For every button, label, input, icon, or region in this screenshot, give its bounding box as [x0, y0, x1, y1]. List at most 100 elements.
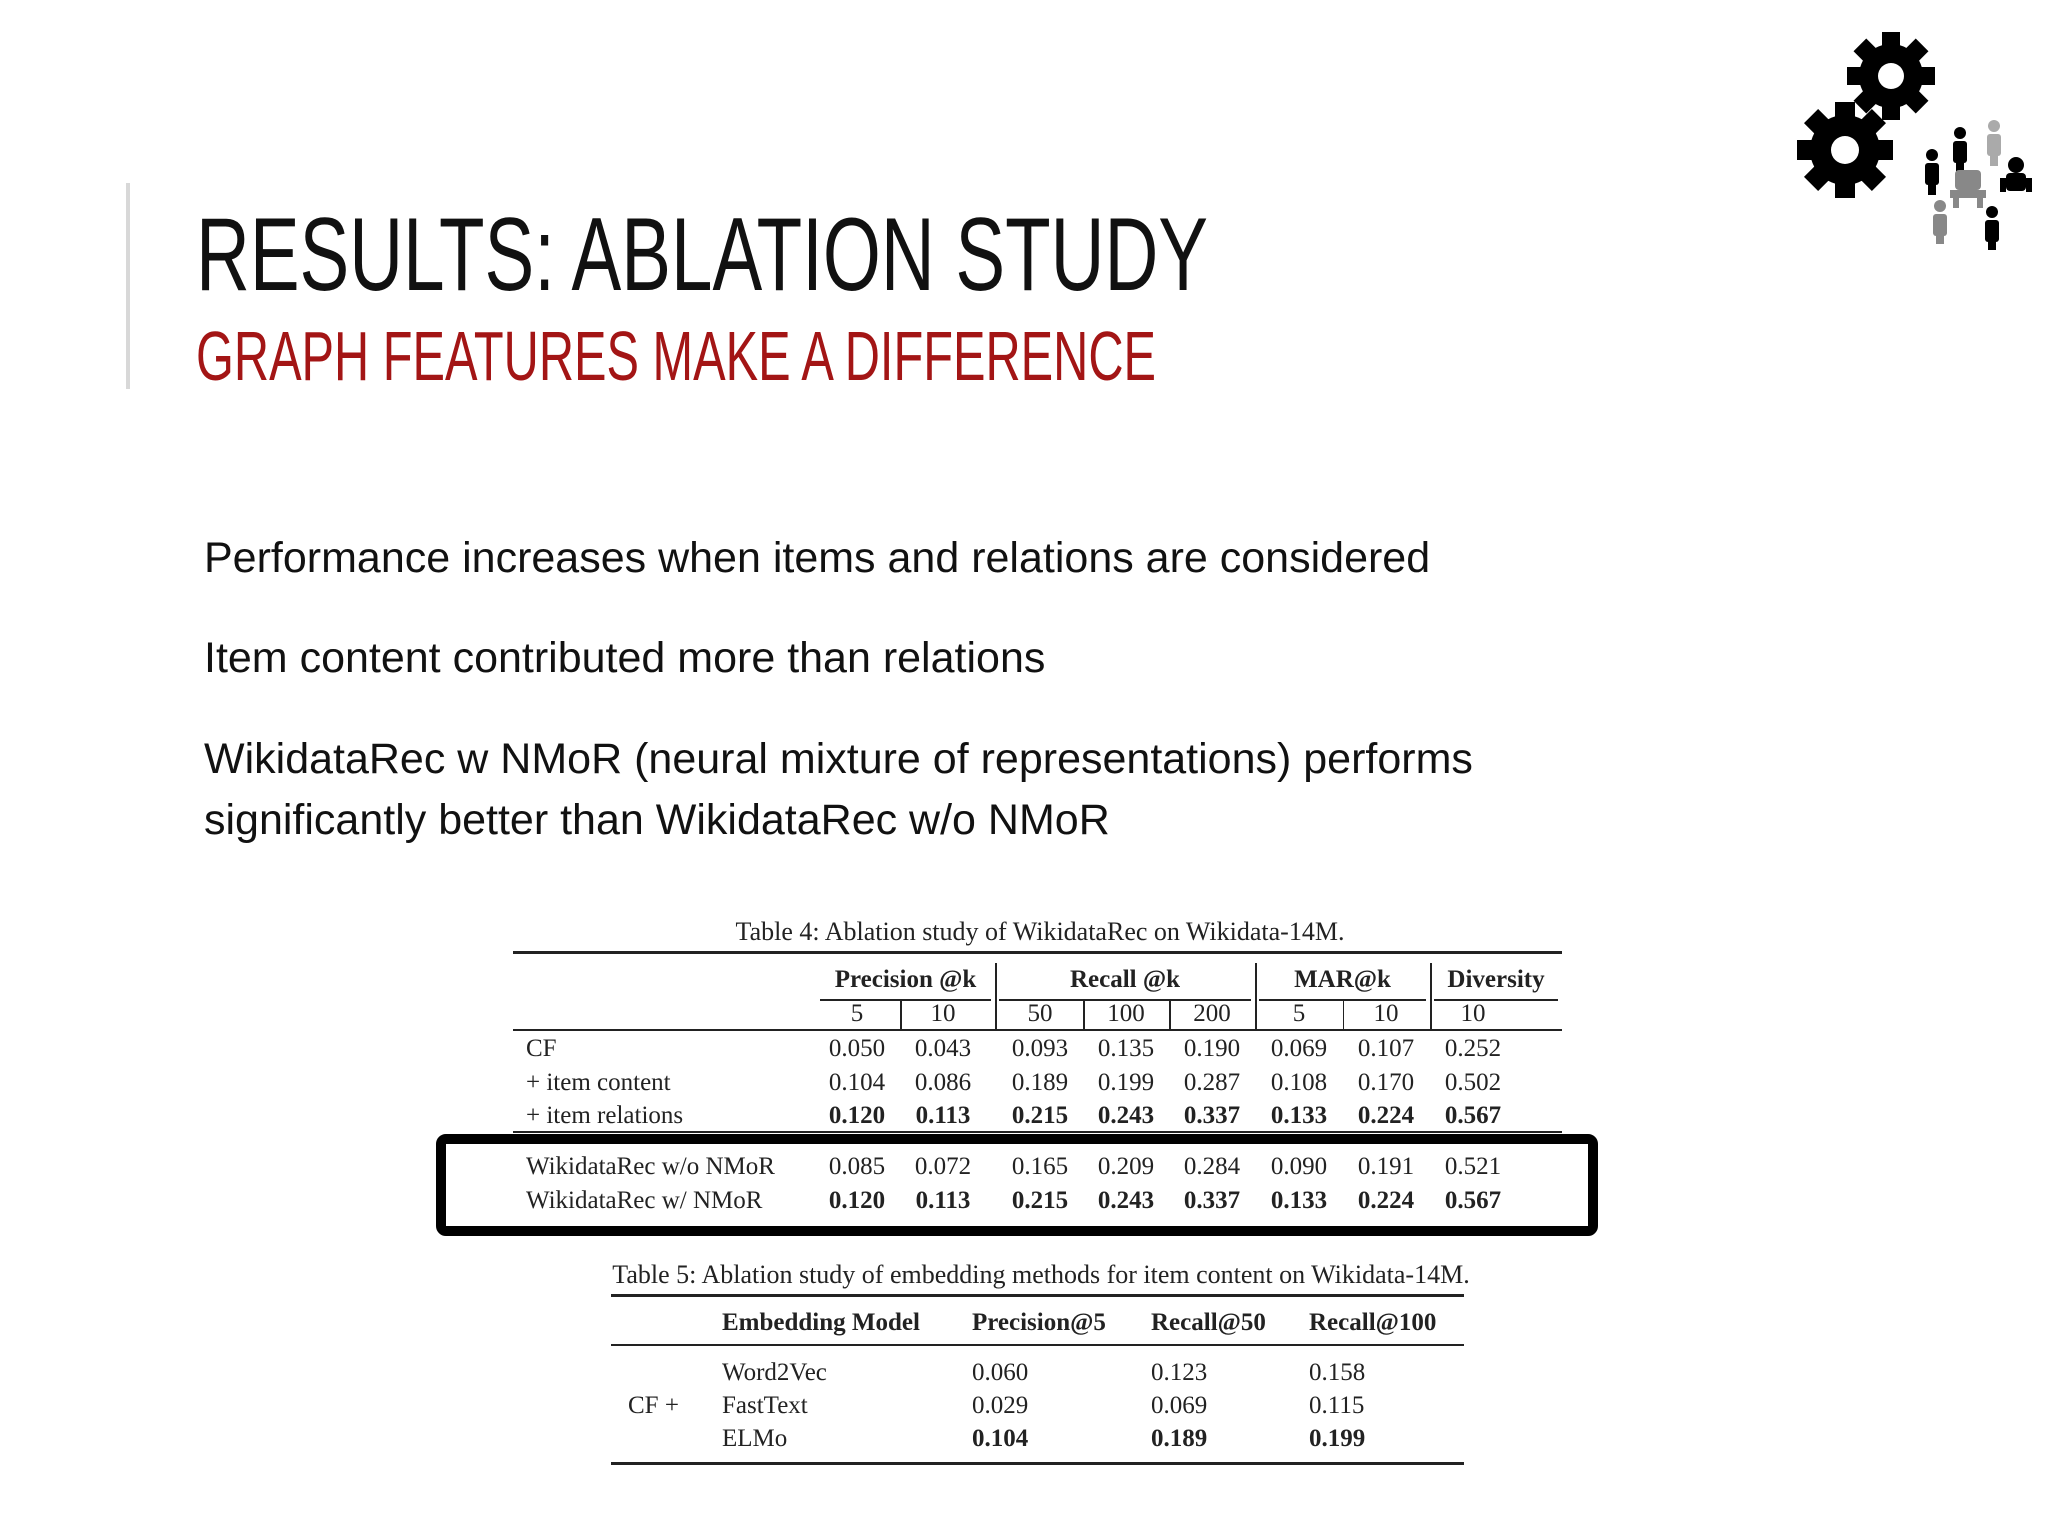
cell: 0.072 — [914, 1152, 972, 1180]
k-header: 200 — [1193, 999, 1231, 1027]
cell: 0.189 — [1151, 1424, 1208, 1452]
cell: 0.043 — [914, 1034, 972, 1062]
top-rule — [513, 951, 1562, 954]
cell: 0.190 — [1183, 1034, 1241, 1062]
cell: 0.107 — [1357, 1034, 1415, 1062]
cell: 0.521 — [1444, 1152, 1502, 1180]
column-divider — [1342, 1001, 1344, 1029]
group-underline — [1434, 999, 1558, 1001]
k-header: 100 — [1107, 999, 1145, 1027]
cell: 0.337 — [1183, 1101, 1241, 1129]
accent-bar — [126, 183, 130, 389]
k-header: 10 — [1460, 999, 1486, 1027]
column-header: Embedding Model — [722, 1308, 920, 1336]
cell: 0.199 — [1309, 1424, 1366, 1452]
cell: 0.120 — [828, 1101, 886, 1129]
group-header: MAR@k — [1294, 965, 1391, 993]
cell: 0.085 — [828, 1152, 886, 1180]
header-rule — [513, 1029, 1562, 1031]
cell: 0.115 — [1309, 1391, 1365, 1419]
group-header: Precision @k — [834, 965, 977, 993]
column-divider — [1430, 963, 1432, 1029]
column-divider — [1169, 1001, 1171, 1029]
row-label: CF — [526, 1034, 557, 1062]
bullet-text: Performance increases when items and rel… — [204, 534, 1431, 583]
row-label: FastText — [722, 1391, 808, 1419]
group-underline — [999, 999, 1251, 1001]
cell: 0.243 — [1097, 1186, 1155, 1214]
column-divider — [900, 1001, 902, 1029]
highlight-box — [436, 1134, 1598, 1236]
cell: 0.029 — [972, 1391, 1029, 1419]
cell: 0.189 — [1011, 1068, 1069, 1096]
cell: 0.284 — [1183, 1152, 1241, 1180]
row-label: WikidataRec w/o NMoR — [526, 1152, 775, 1180]
cell: 0.069 — [1270, 1034, 1328, 1062]
cell: 0.287 — [1183, 1068, 1241, 1096]
cell: 0.243 — [1097, 1101, 1155, 1129]
cell: 0.502 — [1444, 1068, 1502, 1096]
cell: 0.209 — [1097, 1152, 1155, 1180]
column-divider — [995, 963, 997, 1029]
cell: 0.069 — [1151, 1391, 1208, 1419]
group-underline — [1259, 999, 1426, 1001]
column-divider — [1083, 1001, 1085, 1029]
subtitle: GRAPH FEATURES MAKE A DIFFERENCE — [196, 317, 1156, 395]
cell: 0.337 — [1183, 1186, 1241, 1214]
cell: 0.215 — [1011, 1101, 1069, 1129]
row-label: WikidataRec w/ NMoR — [526, 1186, 763, 1214]
table-caption: Table 4: Ablation study of WikidataRec o… — [735, 916, 1345, 946]
cell: 0.199 — [1097, 1068, 1155, 1096]
bullet-text: WikidataRec w NMoR (neural mixture of re… — [204, 735, 1473, 784]
k-header: 5 — [1292, 999, 1306, 1027]
k-header: 50 — [1027, 999, 1053, 1027]
k-header: 10 — [1373, 999, 1399, 1027]
cell: 0.090 — [1270, 1152, 1328, 1180]
header: RESULTS: ABLATION STUDY GRAPH FEATURES M… — [196, 197, 1208, 395]
cell: 0.215 — [1011, 1186, 1069, 1214]
cell: 0.133 — [1270, 1101, 1328, 1129]
k-header: 10 — [930, 999, 956, 1027]
cell: 0.135 — [1097, 1034, 1155, 1062]
cell: 0.567 — [1444, 1101, 1502, 1129]
table-caption: Table 5: Ablation study of embedding met… — [612, 1259, 1470, 1289]
cell: 0.123 — [1151, 1358, 1208, 1386]
cell: 0.120 — [828, 1186, 886, 1214]
cell: 0.108 — [1270, 1068, 1328, 1096]
row-label: + item relations — [526, 1101, 684, 1129]
group-underline — [820, 999, 991, 1001]
bullet-text: Item content contributed more than relat… — [204, 634, 1046, 683]
cell: 0.252 — [1444, 1034, 1502, 1062]
row-label: Word2Vec — [722, 1358, 827, 1386]
cell: 0.191 — [1357, 1152, 1415, 1180]
cell: 0.093 — [1011, 1034, 1069, 1062]
title: RESULTS: ABLATION STUDY — [196, 197, 1208, 313]
k-header: 5 — [850, 999, 864, 1027]
bullet-text: significantly better than WikidataRec w/… — [204, 796, 1110, 845]
column-header: Precision@5 — [972, 1308, 1106, 1336]
cell: 0.224 — [1357, 1186, 1415, 1214]
cell: 0.060 — [972, 1358, 1029, 1386]
cell: 0.086 — [914, 1068, 972, 1096]
cell: 0.165 — [1011, 1152, 1069, 1180]
row-label: ELMo — [722, 1424, 788, 1452]
cell: 0.567 — [1444, 1186, 1502, 1214]
column-header: Recall@100 — [1309, 1308, 1437, 1336]
cell: 0.158 — [1309, 1358, 1366, 1386]
cell: 0.104 — [828, 1068, 886, 1096]
top-rule — [611, 1294, 1464, 1297]
cell: 0.170 — [1357, 1068, 1415, 1096]
column-header: Recall@50 — [1151, 1308, 1266, 1336]
group-header: Diversity — [1447, 965, 1545, 993]
row-label: + item content — [526, 1068, 671, 1096]
section-rule — [513, 1131, 1562, 1133]
group-header: Recall @k — [1069, 965, 1181, 993]
cell: 0.104 — [972, 1424, 1029, 1452]
cell: 0.133 — [1270, 1186, 1328, 1214]
cell: 0.050 — [828, 1034, 886, 1062]
cell: 0.113 — [915, 1186, 971, 1214]
cell: 0.224 — [1357, 1101, 1415, 1129]
group-label: CF + — [628, 1391, 679, 1419]
header-rule — [611, 1344, 1464, 1346]
